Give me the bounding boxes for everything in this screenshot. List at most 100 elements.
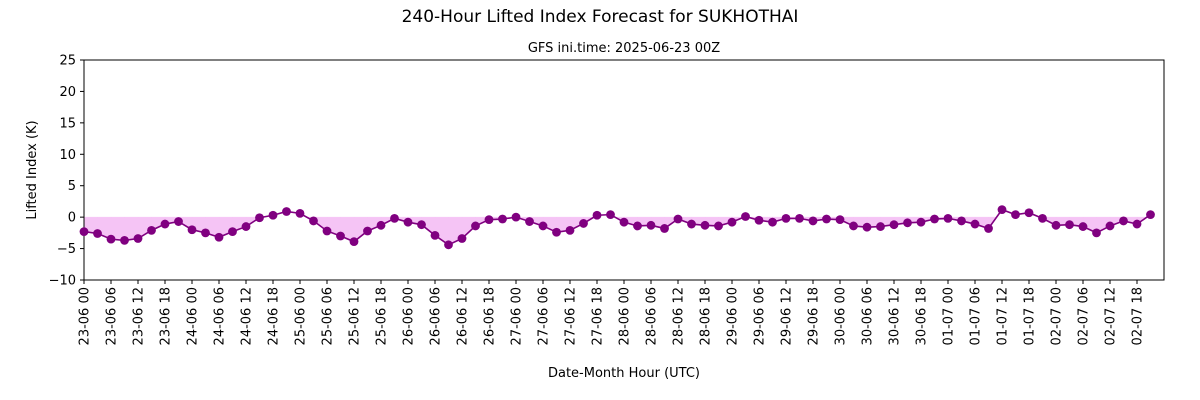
chart-subtitle: GFS ini.time: 2025-06-23 00Z xyxy=(528,41,720,56)
data-point xyxy=(660,224,669,233)
data-point xyxy=(619,217,629,227)
data-point xyxy=(957,216,966,226)
data-point xyxy=(349,237,359,247)
data-point xyxy=(309,216,318,226)
x-tick-label: 02-07 12 xyxy=(1104,287,1119,345)
data-point xyxy=(430,230,440,240)
plot-frame xyxy=(83,59,1165,281)
x-tick-label: 26-06 12 xyxy=(456,287,471,345)
data-point xyxy=(187,225,197,235)
x-tick-label: 27-06 18 xyxy=(591,287,606,345)
x-axis-label: Date-Month Hour (UTC) xyxy=(548,366,700,381)
data-point xyxy=(1132,219,1142,229)
data-point xyxy=(633,221,642,231)
y-tick-label: 20 xyxy=(59,85,76,100)
data-point xyxy=(444,240,453,250)
data-point xyxy=(147,225,156,235)
data-point xyxy=(363,226,372,236)
x-tick-label: 02-07 18 xyxy=(1131,287,1146,345)
y-tick-label: −5 xyxy=(57,242,76,257)
data-point xyxy=(930,214,939,224)
data-point xyxy=(984,224,993,233)
data-point xyxy=(390,214,399,223)
data-point xyxy=(970,219,980,229)
data-point xyxy=(1092,228,1101,238)
data-point xyxy=(754,215,764,225)
data-point xyxy=(997,205,1007,215)
data-point xyxy=(174,217,183,226)
data-point xyxy=(106,234,116,244)
data-point xyxy=(1105,221,1115,231)
data-point xyxy=(214,232,224,242)
y-tick-label: 5 xyxy=(68,179,76,194)
data-point xyxy=(241,222,251,231)
data-point xyxy=(1078,222,1088,231)
plot-area: −10 −5 0 5 10 15 20 25 23-06 00 23-06 06 23-06 12 2… xyxy=(49,54,1165,345)
data-point xyxy=(592,210,602,220)
x-tick-label: 27-06 06 xyxy=(537,287,552,345)
series-markers xyxy=(79,205,1155,250)
data-point xyxy=(862,222,872,232)
data-point xyxy=(835,215,845,225)
data-point xyxy=(1051,220,1061,230)
x-tick-label: 25-06 00 xyxy=(294,287,309,345)
data-point xyxy=(1011,210,1020,220)
data-point xyxy=(484,215,494,225)
data-point xyxy=(255,213,264,223)
y-tick-label: 0 xyxy=(68,211,76,226)
data-point xyxy=(322,226,332,236)
x-tick-label: 26-06 00 xyxy=(402,287,417,345)
y-tick-label: 25 xyxy=(59,54,76,69)
x-tick-label: 24-06 12 xyxy=(240,287,255,345)
x-tick-label: 02-07 00 xyxy=(1050,287,1065,345)
x-tick-label: 29-06 18 xyxy=(807,287,822,345)
x-tick-label: 01-07 00 xyxy=(942,287,957,345)
data-point xyxy=(471,221,480,231)
data-point xyxy=(268,210,278,220)
x-tick-label: 24-06 06 xyxy=(213,287,228,345)
x-tick-label: 30-06 06 xyxy=(861,287,876,345)
data-point xyxy=(795,214,804,223)
data-point xyxy=(498,214,507,224)
x-tick-label: 24-06 18 xyxy=(267,287,282,345)
data-point xyxy=(700,220,710,230)
x-tick-label: 27-06 12 xyxy=(564,287,579,345)
data-point xyxy=(79,227,89,237)
x-tick-label: 28-06 00 xyxy=(618,287,633,345)
chart-title: 240-Hour Lifted Index Forecast for SUKHO… xyxy=(402,7,799,27)
data-point xyxy=(336,231,345,241)
data-point xyxy=(295,208,305,218)
x-tick-label: 23-06 12 xyxy=(132,287,147,345)
data-point xyxy=(822,214,831,224)
x-tick-label: 29-06 06 xyxy=(753,287,768,345)
x-tick-label: 30-06 12 xyxy=(888,287,903,345)
data-point xyxy=(457,234,467,243)
x-tick-label: 24-06 00 xyxy=(186,287,201,345)
x-tick-label: 01-07 12 xyxy=(996,287,1011,345)
data-point xyxy=(525,217,534,226)
data-point xyxy=(876,222,885,231)
data-point xyxy=(943,214,953,223)
x-tick-label: 26-06 06 xyxy=(429,287,444,345)
data-point xyxy=(741,212,750,221)
data-point xyxy=(565,225,575,235)
x-tick-label: 28-06 06 xyxy=(645,287,660,345)
data-point xyxy=(849,221,858,231)
x-tick-label: 25-06 18 xyxy=(375,287,390,345)
x-tick-label: 27-06 00 xyxy=(510,287,525,345)
data-point xyxy=(889,220,899,230)
data-point xyxy=(808,216,818,226)
x-tick-label: 28-06 12 xyxy=(672,287,687,345)
data-point xyxy=(714,221,723,231)
data-point xyxy=(511,212,521,222)
x-tick-label: 25-06 12 xyxy=(348,287,363,345)
data-point xyxy=(376,220,386,230)
x-tick-label: 23-06 00 xyxy=(78,287,93,345)
data-point xyxy=(673,214,683,224)
x-tick-label: 30-06 18 xyxy=(915,287,930,345)
data-point xyxy=(903,218,912,228)
x-tick-label: 01-07 06 xyxy=(969,287,984,345)
x-tick-label: 25-06 06 xyxy=(321,287,336,345)
x-tick-label: 29-06 12 xyxy=(780,287,795,345)
